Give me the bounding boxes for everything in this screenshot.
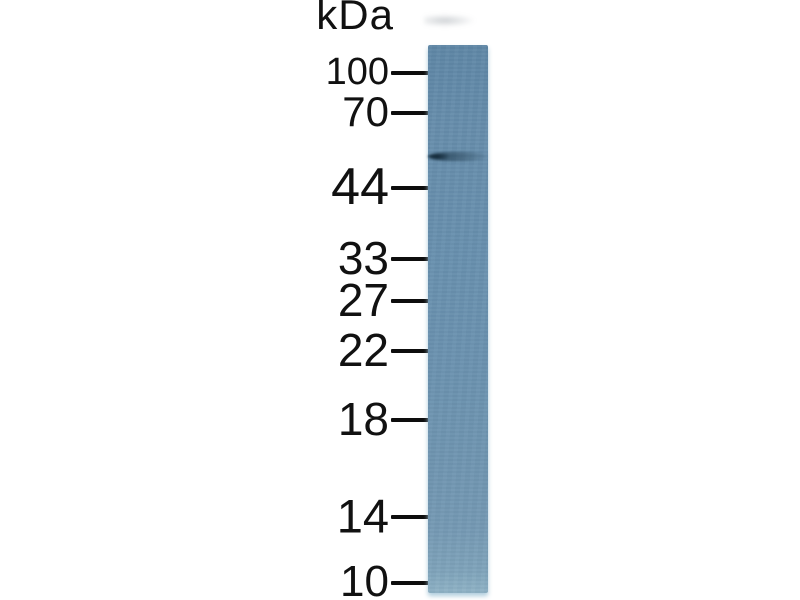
- tick-mark: [391, 515, 429, 519]
- marker-label: 70: [342, 88, 389, 136]
- unit-label: kDa: [316, 0, 394, 38]
- protein-band: [428, 152, 488, 161]
- marker-label: 14: [336, 489, 389, 543]
- tick-mark: [391, 257, 429, 261]
- marker-label: 100: [325, 51, 389, 94]
- tick-mark: [391, 299, 429, 303]
- marker-label: 22: [337, 324, 389, 377]
- tick-mark: [391, 111, 429, 115]
- blot-lane: [428, 45, 488, 593]
- tick-mark: [391, 349, 429, 353]
- faint-artifact: [424, 14, 476, 27]
- marker-label: 27: [337, 274, 389, 327]
- tick-mark: [391, 71, 429, 75]
- marker-label: 18: [337, 393, 389, 446]
- marker-label: 10: [340, 557, 389, 600]
- tick-mark: [391, 418, 429, 422]
- marker-label: 44: [331, 157, 389, 216]
- tick-mark: [391, 186, 429, 190]
- marker-label: 33: [337, 232, 389, 285]
- tick-mark: [391, 581, 429, 585]
